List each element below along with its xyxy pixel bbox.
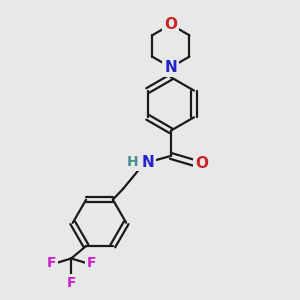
Text: O: O xyxy=(164,17,177,32)
Text: N: N xyxy=(141,155,154,170)
Text: H: H xyxy=(127,155,139,169)
Text: F: F xyxy=(67,276,76,290)
Text: F: F xyxy=(46,256,56,270)
Text: F: F xyxy=(87,256,96,270)
Text: O: O xyxy=(195,156,208,171)
Text: N: N xyxy=(164,60,177,75)
